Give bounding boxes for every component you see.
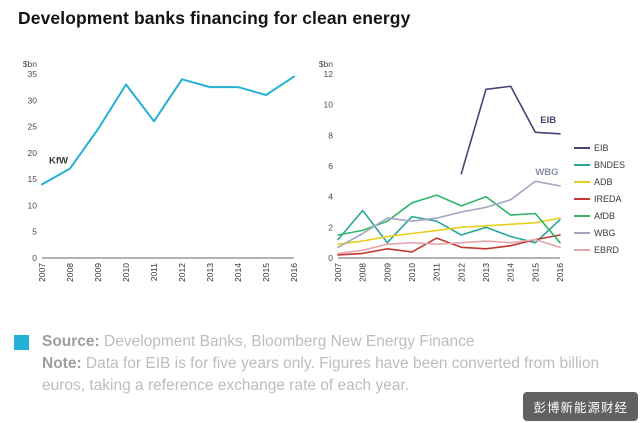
development-banks-line-chart: $bn 0 2 4 6 8 10 12 2007 2008 2009 2010 2011 2012 2013… xyxy=(319,59,625,282)
svg-text:30: 30 xyxy=(28,95,38,105)
svg-text:10: 10 xyxy=(28,200,38,210)
svg-text:2011: 2011 xyxy=(149,263,159,282)
svg-text:WBG: WBG xyxy=(535,167,558,178)
svg-text:2010: 2010 xyxy=(407,263,417,282)
svg-text:15: 15 xyxy=(28,174,38,184)
svg-text:4: 4 xyxy=(328,192,333,202)
svg-text:10: 10 xyxy=(324,100,334,110)
svg-text:2016: 2016 xyxy=(289,263,299,282)
svg-text:5: 5 xyxy=(32,227,37,237)
svg-text:2014: 2014 xyxy=(233,263,243,282)
source-bullet-square xyxy=(14,335,29,350)
svg-text:$bn: $bn xyxy=(23,59,37,69)
svg-text:EIB: EIB xyxy=(540,115,556,126)
svg-text:12: 12 xyxy=(324,69,334,79)
svg-text:2011: 2011 xyxy=(432,263,442,282)
svg-text:2015: 2015 xyxy=(530,263,540,282)
svg-text:2008: 2008 xyxy=(65,263,75,282)
source-line: Source: Development Banks, Bloomberg New… xyxy=(42,331,607,353)
svg-text:6: 6 xyxy=(328,161,333,171)
svg-text:WBG: WBG xyxy=(594,228,616,238)
svg-text:ADB: ADB xyxy=(594,177,613,187)
svg-text:AfDB: AfDB xyxy=(594,211,615,221)
svg-text:$bn: $bn xyxy=(319,59,333,69)
svg-text:8: 8 xyxy=(328,130,333,140)
svg-text:2007: 2007 xyxy=(37,263,47,282)
svg-text:2015: 2015 xyxy=(261,263,271,282)
svg-text:2014: 2014 xyxy=(506,263,516,282)
note-text: Data for EIB is for five years only. Fig… xyxy=(42,355,600,394)
svg-text:EBRD: EBRD xyxy=(594,245,620,255)
svg-text:0: 0 xyxy=(328,253,333,263)
note-line: Note: Data for EIB is for five years onl… xyxy=(42,353,607,397)
svg-text:2013: 2013 xyxy=(205,263,215,282)
svg-text:2009: 2009 xyxy=(93,263,103,282)
svg-text:2: 2 xyxy=(328,222,333,232)
svg-text:IREDA: IREDA xyxy=(594,194,622,204)
watermark-badge: 彭博新能源财经 xyxy=(523,392,638,421)
svg-text:2009: 2009 xyxy=(382,263,392,282)
svg-text:2013: 2013 xyxy=(481,263,491,282)
svg-text:20: 20 xyxy=(28,148,38,158)
svg-text:2012: 2012 xyxy=(177,263,187,282)
svg-text:0: 0 xyxy=(32,253,37,263)
svg-text:35: 35 xyxy=(28,69,38,79)
page-title: Development banks financing for clean en… xyxy=(18,8,411,28)
svg-text:2007: 2007 xyxy=(333,263,343,282)
svg-text:2016: 2016 xyxy=(555,263,565,282)
source-text: Development Banks, Bloomberg New Energy … xyxy=(99,333,475,350)
source-note-block: Source: Development Banks, Bloomberg New… xyxy=(14,331,607,397)
svg-text:EIB: EIB xyxy=(594,143,609,153)
kfw-line-chart: $bn 0 5 10 15 20 25 30 35 2007 2008 2009 2010 2011 201… xyxy=(23,59,299,282)
svg-text:2012: 2012 xyxy=(456,263,466,282)
note-label: Note: xyxy=(42,355,82,372)
svg-text:2008: 2008 xyxy=(358,263,368,282)
footer-text: Source: Development Banks, Bloomberg New… xyxy=(42,331,607,397)
svg-text:2010: 2010 xyxy=(121,263,131,282)
source-label: Source: xyxy=(42,333,100,350)
svg-text:BNDES: BNDES xyxy=(594,160,625,170)
svg-text:25: 25 xyxy=(28,122,38,132)
svg-text:KfW: KfW xyxy=(49,155,68,166)
